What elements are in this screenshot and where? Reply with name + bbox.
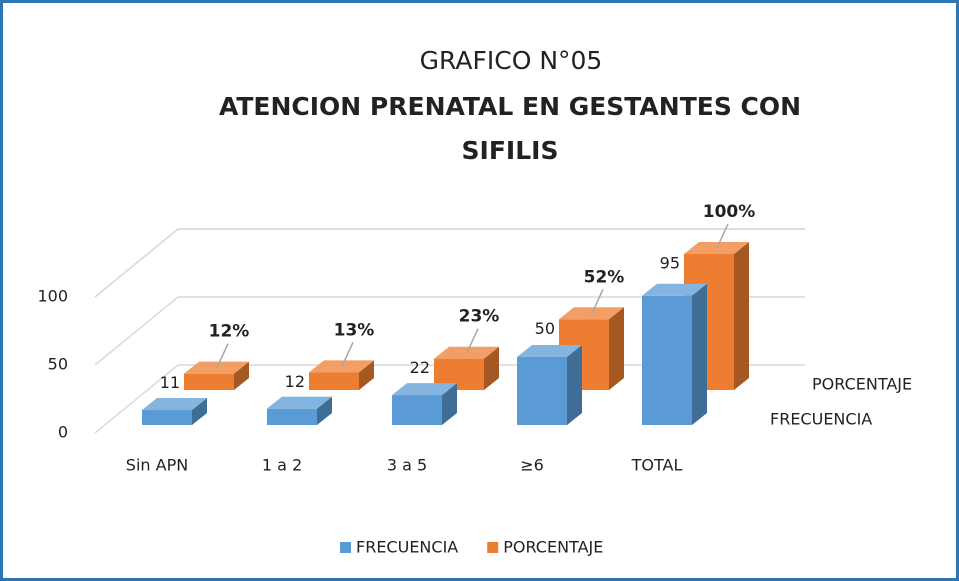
data-label: 12 [285, 372, 305, 391]
y-tick-label: 100 [37, 287, 68, 306]
bar-side [359, 360, 374, 390]
x-tick-label: Sin APN [126, 456, 188, 475]
bar-top [642, 283, 707, 296]
bar-side [442, 383, 457, 425]
data-label: 11 [160, 373, 180, 392]
bar-top [434, 346, 499, 359]
subtitle-box: ATENCION PRENATAL EN GESTANTES CON SIFIL… [218, 92, 802, 165]
bar-top [684, 242, 749, 254]
grid-line [94, 296, 805, 366]
bar-side [609, 307, 624, 390]
y-tick-label: 50 [48, 355, 68, 374]
bar-side [567, 345, 582, 425]
leader-line [341, 342, 354, 367]
x-tick-label: TOTAL [631, 456, 683, 475]
bar [309, 372, 359, 390]
leader-line [216, 343, 229, 368]
legend-swatch [487, 542, 499, 553]
y-tick-label: 0 [58, 423, 68, 442]
wall-edge [94, 228, 805, 298]
data-label: 100% [703, 202, 756, 222]
chart-subtitle: ATENCION PRENATAL EN GESTANTES CON SIFIL… [218, 92, 802, 165]
leader-line [466, 328, 479, 354]
bar-top [142, 398, 207, 411]
bar-top [184, 361, 249, 374]
bar [184, 373, 234, 390]
bar-side [692, 283, 707, 425]
leader-line [591, 288, 604, 314]
bar-side [317, 396, 332, 425]
data-label: 52% [584, 267, 625, 287]
bar-top [309, 360, 374, 373]
bar [392, 395, 442, 425]
bar-top [267, 396, 332, 409]
bar-side [234, 361, 249, 390]
bar [267, 408, 317, 425]
depth-label: FRECUENCIA [770, 410, 872, 429]
leader-line [716, 223, 729, 249]
x-tick-label: 1 a 2 [262, 456, 302, 475]
bar-top [559, 307, 624, 320]
data-label: 22 [410, 358, 430, 377]
bar-side [734, 242, 749, 390]
bar-side [484, 346, 499, 390]
x-tick-label: ≥6 [520, 456, 544, 475]
bar-top [517, 345, 582, 357]
bar-top [392, 383, 457, 396]
data-label: 50 [535, 319, 555, 338]
x-tick-label: 3 a 5 [387, 456, 427, 475]
depth-label: PORCENTAJE [812, 375, 912, 394]
bar-side [192, 398, 207, 425]
data-label: 13% [334, 320, 375, 340]
bar [517, 357, 567, 425]
legend-label: PORCENTAJE [503, 538, 603, 557]
data-label: 12% [209, 322, 250, 342]
bar [142, 410, 192, 425]
bar [642, 295, 692, 425]
legend-label: FRECUENCIA [356, 538, 458, 557]
data-label: 95 [660, 254, 680, 273]
legend-swatch [340, 542, 351, 553]
data-label: 23% [459, 307, 500, 327]
chart-title: GRAFICO N°05 [420, 46, 603, 75]
